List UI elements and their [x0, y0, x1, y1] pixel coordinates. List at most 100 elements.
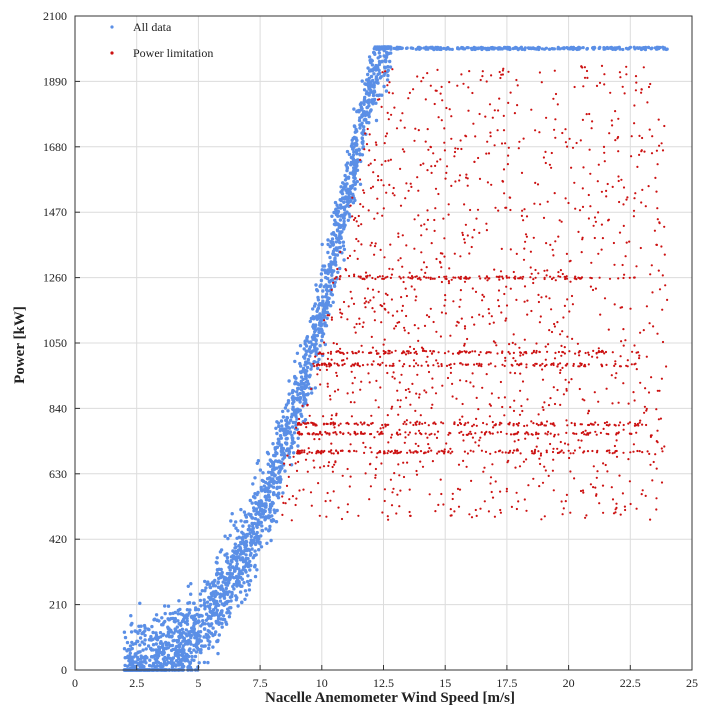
data-point: [289, 463, 294, 467]
data-point: [258, 508, 263, 512]
data-point: [603, 83, 606, 86]
data-point: [458, 418, 461, 421]
data-point: [603, 297, 607, 300]
data-point: [220, 587, 225, 591]
data-point: [649, 518, 652, 521]
data-point: [442, 46, 446, 51]
data-point: [338, 308, 342, 311]
data-point: [209, 623, 213, 628]
data-point: [352, 158, 356, 163]
data-point: [559, 333, 562, 336]
data-point: [238, 558, 243, 562]
data-point: [351, 391, 354, 394]
data-point: [614, 360, 617, 363]
data-point: [657, 118, 660, 121]
data-point: [509, 208, 512, 212]
data-point: [169, 630, 174, 634]
data-point: [657, 269, 660, 272]
data-point: [532, 349, 536, 352]
data-point: [567, 449, 570, 452]
data-point: [530, 108, 533, 111]
data-point: [388, 81, 391, 84]
data-point: [253, 496, 257, 500]
data-point: [434, 164, 437, 167]
data-point: [481, 75, 484, 78]
data-point: [165, 657, 169, 662]
data-point: [572, 364, 575, 367]
data-point: [346, 357, 349, 360]
data-point: [554, 136, 557, 139]
data-point: [371, 91, 375, 95]
data-point: [418, 393, 421, 396]
data-point: [171, 639, 175, 643]
data-point: [420, 234, 423, 237]
data-point: [486, 181, 489, 184]
data-point: [203, 622, 207, 626]
data-point: [460, 430, 463, 433]
data-point: [363, 95, 367, 100]
data-point: [381, 71, 384, 74]
data-point: [463, 325, 467, 328]
data-point: [133, 652, 138, 656]
data-point: [385, 191, 388, 194]
data-point: [177, 634, 181, 639]
x-tick-label: 10: [316, 676, 328, 690]
data-point: [496, 431, 499, 434]
data-point: [551, 469, 555, 472]
data-point: [534, 181, 537, 184]
data-point: [138, 628, 142, 633]
data-point: [218, 550, 223, 554]
data-point: [353, 401, 356, 404]
data-point: [611, 351, 614, 354]
data-point: [440, 449, 443, 452]
data-point: [342, 216, 346, 220]
data-point: [308, 350, 313, 354]
data-point: [449, 508, 452, 511]
data-point: [388, 59, 392, 64]
data-point: [601, 349, 604, 352]
data-point: [289, 418, 293, 422]
data-point: [417, 339, 420, 342]
data-point: [243, 589, 248, 593]
data-point: [342, 200, 346, 204]
data-point: [493, 424, 496, 427]
data-point: [603, 151, 606, 154]
data-point: [395, 512, 398, 515]
data-point: [557, 363, 560, 366]
data-point: [418, 423, 421, 426]
data-point: [367, 93, 371, 97]
data-point: [375, 379, 378, 382]
data-point: [217, 633, 221, 637]
data-point: [525, 215, 529, 218]
legend-label-all-data: All data: [133, 20, 172, 34]
data-point: [641, 423, 644, 426]
data-point: [263, 505, 267, 509]
data-point: [567, 201, 570, 205]
data-point: [386, 515, 389, 518]
data-point: [373, 245, 377, 248]
x-tick-label: 15: [439, 676, 451, 690]
data-point: [260, 478, 264, 483]
data-point: [144, 661, 148, 665]
data-point: [627, 402, 630, 405]
data-point: [550, 151, 553, 155]
data-point: [550, 308, 553, 311]
data-point: [192, 643, 196, 648]
data-point: [371, 276, 374, 280]
data-point: [346, 218, 350, 222]
data-point: [458, 421, 462, 424]
data-point: [534, 362, 537, 365]
data-point: [401, 304, 404, 307]
data-point: [502, 45, 506, 49]
data-point: [226, 536, 230, 541]
data-point: [390, 436, 393, 439]
data-point: [383, 59, 388, 64]
data-point: [185, 652, 189, 657]
data-point: [650, 46, 654, 50]
data-point: [587, 423, 591, 427]
data-point: [570, 294, 574, 298]
data-point: [442, 503, 445, 506]
data-point: [346, 392, 349, 395]
data-point: [359, 158, 362, 161]
data-point: [284, 448, 289, 453]
